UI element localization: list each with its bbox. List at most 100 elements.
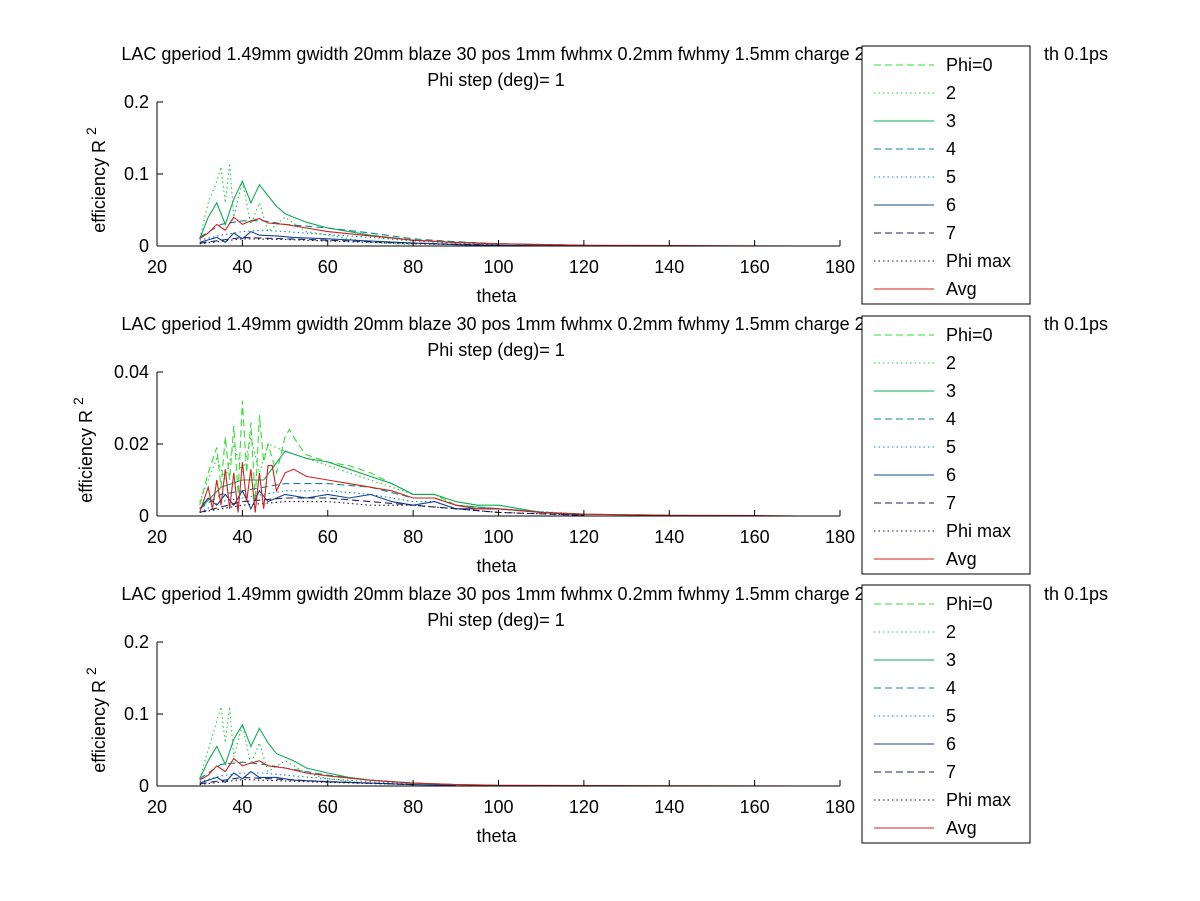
x-tick-label: 180 [825, 257, 855, 277]
chart-subtitle: Phi step (deg)= 1 [427, 340, 565, 360]
legend-label-6: 6 [946, 734, 956, 754]
series-line-2 [199, 436, 584, 515]
y-tick-label: 0.04 [114, 362, 149, 382]
legend-label-1: Phi=0 [946, 325, 993, 345]
y-axis-label-text: efficiency R [76, 405, 96, 503]
legend-label-3: 3 [946, 381, 956, 401]
legend-label-7: 7 [946, 223, 956, 243]
y-axis-label-sup: 2 [83, 667, 99, 675]
chart-title-tail: th 0.1ps [1044, 584, 1108, 604]
x-tick-label: 60 [318, 527, 338, 547]
x-tick-label: 80 [403, 257, 423, 277]
y-axis-label-text: efficiency R [89, 135, 109, 233]
chart-title: LAC gperiod 1.49mm gwidth 20mm blaze 30 … [121, 314, 874, 334]
legend-label-9: Avg [946, 549, 977, 569]
plot-area [157, 102, 840, 246]
legend-box [861, 584, 1031, 844]
legend-label-6: 6 [946, 465, 956, 485]
x-tick-label: 100 [483, 527, 513, 547]
x-axis-label: theta [476, 826, 517, 846]
x-tick-label: 140 [654, 527, 684, 547]
chart-title: LAC gperiod 1.49mm gwidth 20mm blaze 30 … [121, 584, 874, 604]
legend: Phi=0 2 3 4 5 6 7 Phi max Avg [861, 45, 1031, 305]
chart-2: LAC gperiod 1.49mm gwidth 20mm blaze 30 … [70, 314, 1108, 576]
plot-area [157, 642, 840, 786]
legend-label-2: 2 [946, 353, 956, 373]
y-tick-label: 0.2 [124, 92, 149, 112]
legend-label-5: 5 [946, 167, 956, 187]
x-tick-label: 100 [483, 797, 513, 817]
chart-3: LAC gperiod 1.49mm gwidth 20mm blaze 30 … [83, 584, 1108, 846]
series-line-8 [199, 501, 584, 516]
chart-title-tail: th 0.1ps [1044, 314, 1108, 334]
y-axis-label-text: efficiency R [89, 675, 109, 773]
x-tick-label: 40 [232, 797, 252, 817]
series-line-7 [199, 236, 499, 246]
series-line-9 [199, 757, 798, 787]
y-tick-label: 0.1 [124, 704, 149, 724]
series-group [199, 400, 798, 517]
legend-label-8: Phi max [946, 521, 1011, 541]
y-axis-label: efficiency R 2 [83, 127, 109, 233]
x-tick-label: 120 [569, 797, 599, 817]
x-tick-label: 140 [654, 257, 684, 277]
x-tick-label: 80 [403, 797, 423, 817]
legend-label-4: 4 [946, 409, 956, 429]
legend-label-8: Phi max [946, 251, 1011, 271]
x-tick-label: 140 [654, 797, 684, 817]
x-tick-label: 20 [147, 257, 167, 277]
legend-label-7: 7 [946, 493, 956, 513]
chart-1: LAC gperiod 1.49mm gwidth 20mm blaze 30 … [83, 44, 1108, 306]
legend: Phi=0 2 3 4 5 6 7 Phi max Avg [861, 315, 1031, 575]
x-tick-label: 180 [825, 527, 855, 547]
y-tick-label: 0.2 [124, 632, 149, 652]
chart-subtitle: Phi step (deg)= 1 [427, 70, 565, 90]
y-tick-label: 0 [139, 506, 149, 526]
series-line-7 [199, 776, 414, 786]
legend-label-5: 5 [946, 706, 956, 726]
x-tick-label: 40 [232, 257, 252, 277]
legend-box [861, 315, 1031, 575]
x-axis-label: theta [476, 556, 517, 576]
y-tick-label: 0.1 [124, 164, 149, 184]
x-tick-label: 100 [483, 257, 513, 277]
legend-label-7: 7 [946, 762, 956, 782]
y-tick-label: 0 [139, 776, 149, 796]
x-tick-label: 40 [232, 527, 252, 547]
legend-label-3: 3 [946, 650, 956, 670]
y-tick-label: 0.02 [114, 434, 149, 454]
x-tick-label: 20 [147, 797, 167, 817]
chart-subtitle: Phi step (deg)= 1 [427, 610, 565, 630]
legend-label-9: Avg [946, 279, 977, 299]
x-tick-label: 80 [403, 527, 423, 547]
x-tick-label: 60 [318, 797, 338, 817]
chart-title-tail: th 0.1ps [1044, 44, 1108, 64]
legend-label-3: 3 [946, 111, 956, 131]
y-tick-label: 0 [139, 236, 149, 256]
y-axis-label-sup: 2 [83, 127, 99, 135]
legend-label-8: Phi max [946, 790, 1011, 810]
x-tick-label: 20 [147, 527, 167, 547]
y-axis-label: efficiency R 2 [83, 667, 109, 773]
legend-box [861, 45, 1031, 305]
chart-title: LAC gperiod 1.49mm gwidth 20mm blaze 30 … [121, 44, 874, 64]
legend-label-1: Phi=0 [946, 55, 993, 75]
x-tick-label: 60 [318, 257, 338, 277]
x-tick-label: 120 [569, 257, 599, 277]
legend-label-4: 4 [946, 139, 956, 159]
y-axis-label-sup: 2 [70, 397, 86, 405]
series-line-8 [199, 778, 414, 786]
series-line-5 [199, 229, 499, 246]
legend-label-2: 2 [946, 83, 956, 103]
series-line-2 [199, 163, 414, 246]
legend-label-4: 4 [946, 678, 956, 698]
x-tick-label: 160 [740, 527, 770, 547]
series-line-9 [199, 461, 798, 517]
x-tick-label: 160 [740, 257, 770, 277]
legend-label-6: 6 [946, 195, 956, 215]
legend-label-1: Phi=0 [946, 594, 993, 614]
y-axis-label: efficiency R 2 [70, 397, 96, 503]
legend-label-2: 2 [946, 622, 956, 642]
x-tick-label: 120 [569, 527, 599, 547]
